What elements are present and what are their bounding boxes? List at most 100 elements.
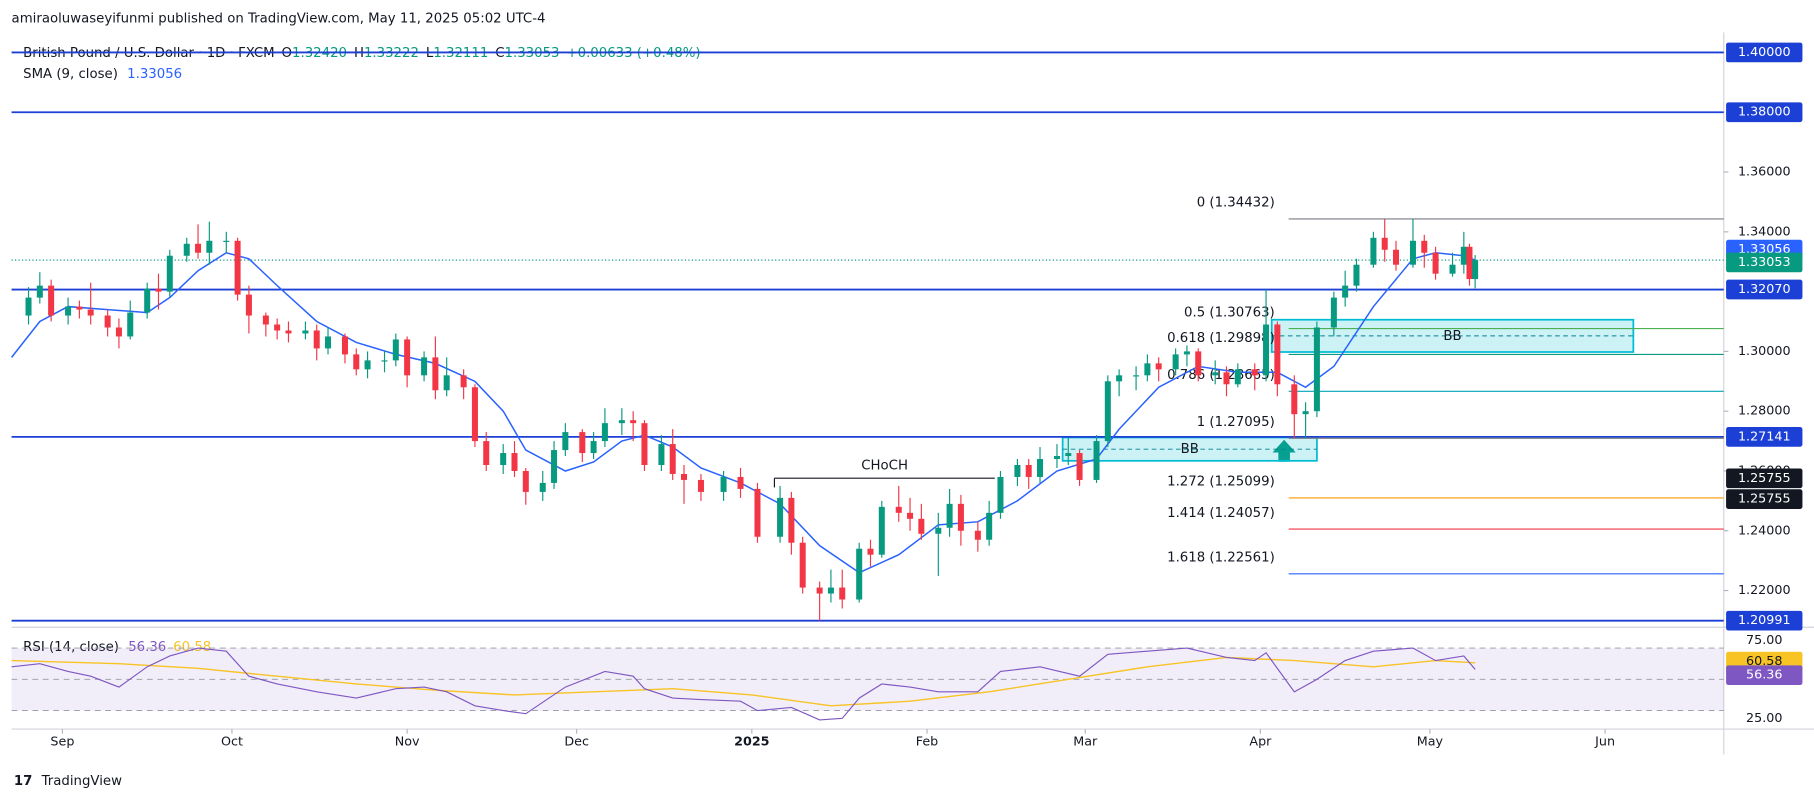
candle-body [957,503,964,531]
candle-body [579,432,586,454]
candle-body [1093,441,1100,480]
candle-body [737,476,744,489]
candle-body [754,488,761,537]
candle-body [392,339,399,361]
y-tick-label: 1.36000 [1738,164,1791,179]
ohlc-value: 1.33222 [364,46,419,61]
candle-body [285,330,292,334]
candle-body [404,339,411,376]
candle-body [539,482,546,492]
x-tick-label: Jun [1594,733,1615,748]
candle-body [1274,324,1281,385]
candle-body [601,423,608,442]
x-tick-label: Nov [395,733,420,748]
rsi-legend: RSI (14, close) 56.36 60.58 [23,640,211,655]
candle-body [144,288,151,313]
candle-body [618,420,625,424]
level-label: 1.38000 [1738,104,1791,119]
marker-label: 1.25755 [1738,470,1791,485]
rsi-ma-label: 60.58 [1746,653,1782,668]
symbol: British Pound / U.S. Dollar · 1D · FXCM [23,46,274,61]
ohlc-key: L [426,46,434,61]
candle-body [1014,465,1021,477]
candle-body [1330,297,1337,328]
logo: 𝟭𝟳 TradingView [14,774,122,789]
level-label: 1.20991 [1738,612,1791,627]
candle-body [697,479,704,492]
candle-body [788,497,795,543]
candle-body [483,441,490,466]
x-tick-label: Mar [1073,733,1098,748]
y-tick-label: 1.28000 [1738,403,1791,418]
zone-label: BB [1443,329,1461,344]
candle-body [590,441,597,454]
x-tick-label: Apr [1249,733,1272,748]
candle-body [1116,375,1123,382]
candle-body [1342,285,1349,298]
symbol-legend: British Pound / U.S. Dollar · 1D · FXCM O… [23,46,700,61]
ohlc-value: 1.32420 [292,46,347,61]
x-tick-label: May [1417,733,1444,748]
ohlc-value: 1.33053 [505,46,560,61]
price-label-box [1726,252,1803,273]
level-label: 1.40000 [1738,44,1791,59]
candle-body [234,240,241,295]
rsi-name: RSI (14, close) [23,640,119,655]
level-label-box [1726,102,1803,123]
candle-body [1313,327,1320,412]
candle-body [986,512,993,540]
fib-label: 1.414 (1.24057) [1167,506,1275,521]
candle-body [1409,240,1416,265]
candle-body [115,327,122,337]
rsi-tick-label: 75.00 [1746,632,1782,647]
candle-body [1223,372,1230,385]
candle-body [658,444,665,466]
candle-body [1460,246,1467,265]
candle-body [353,354,360,370]
candle-body [1183,351,1190,355]
x-tick-label: 2025 [734,733,769,748]
candle-body [1472,260,1479,280]
candle-body [1263,324,1270,376]
ohlc-key: H [354,46,364,61]
candle-body [1144,363,1151,376]
candle-body [206,240,213,253]
candle-body [195,243,202,253]
rsi-label-box [1726,665,1803,686]
candle-body [918,518,925,534]
sma-legend: SMA (9, close) 1.33056 [23,67,182,82]
candle-body [223,240,230,242]
candle-body [1370,237,1377,265]
logo-text: TradingView [41,774,122,789]
y-tick-label: 1.24000 [1738,522,1791,537]
candle-body [562,432,569,451]
candle-body [432,357,439,391]
candle-body [974,530,981,540]
candle-body [720,476,727,492]
marker-label-box [1726,468,1803,489]
candle-body [36,285,43,298]
candle-body [641,423,648,466]
candle-body [1432,252,1439,274]
candle-body [997,476,1004,513]
candle-body [48,285,55,316]
candle-body [1172,354,1179,370]
logo-icon: 𝟭𝟳 [14,774,33,789]
candle-body [364,360,371,370]
candle-body [274,324,281,331]
level-label-box [1726,427,1803,447]
candle-body [1212,372,1219,376]
level-label: 1.32070 [1738,281,1791,296]
fib-label: 0 (1.34432) [1197,196,1275,211]
level-label: 1.27141 [1738,428,1791,443]
candle-body [1037,459,1044,477]
candle-body [816,587,823,594]
ohlc-key: C [495,46,504,61]
candle-body [245,294,252,316]
candle-body [25,297,32,316]
candle-body [799,542,806,588]
sma-price-label: 1.33056 [1738,241,1791,256]
candle-body [302,330,309,334]
candle-body [1234,369,1241,385]
candle-body [183,243,190,256]
